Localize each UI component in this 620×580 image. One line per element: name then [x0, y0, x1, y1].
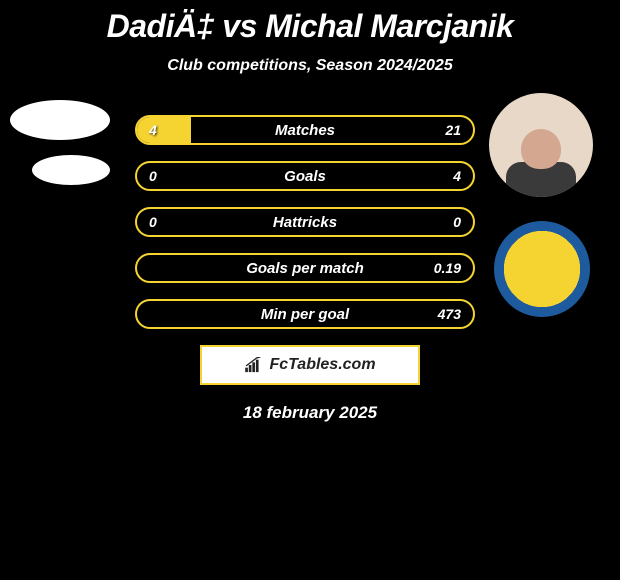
- stat-left-value: 4: [149, 122, 157, 138]
- stat-fill-left: [137, 117, 191, 143]
- stat-right-value: 0.19: [434, 260, 461, 276]
- stat-right-value: 473: [438, 306, 461, 322]
- club-right-badge: [494, 221, 590, 317]
- stat-label: Goals: [284, 168, 326, 185]
- stat-right-value: 4: [453, 168, 461, 184]
- player-right-avatar: [489, 93, 593, 197]
- footer-date: 18 february 2025: [0, 403, 620, 423]
- stat-row-goals: 0 Goals 4: [135, 161, 475, 191]
- stat-row-hattricks: 0 Hattricks 0: [135, 207, 475, 237]
- stat-label: Hattricks: [273, 214, 337, 231]
- stat-label: Matches: [275, 122, 335, 139]
- stat-row-min-per-goal: Min per goal 473: [135, 299, 475, 329]
- subtitle: Club competitions, Season 2024/2025: [0, 57, 620, 75]
- stat-row-goals-per-match: Goals per match 0.19: [135, 253, 475, 283]
- brand-box[interactable]: FcTables.com: [200, 345, 420, 385]
- stats-container: 4 Matches 21 0 Goals 4 0 Hattricks 0 Goa…: [135, 115, 475, 329]
- chart-icon: [244, 357, 266, 373]
- stat-right-value: 21: [445, 122, 461, 138]
- stat-label: Min per goal: [261, 306, 349, 323]
- stat-label: Goals per match: [246, 260, 364, 277]
- stat-left-value: 0: [149, 214, 157, 230]
- player-left-avatar: [10, 100, 110, 140]
- stat-left-value: 0: [149, 168, 157, 184]
- comparison-area: 4 Matches 21 0 Goals 4 0 Hattricks 0 Goa…: [0, 115, 620, 423]
- club-left-badge: [32, 155, 110, 185]
- stat-right-value: 0: [453, 214, 461, 230]
- brand-text: FcTables.com: [269, 356, 375, 374]
- page-title: DadiÄ‡ vs Michal Marcjanik: [0, 0, 620, 45]
- stat-row-matches: 4 Matches 21: [135, 115, 475, 145]
